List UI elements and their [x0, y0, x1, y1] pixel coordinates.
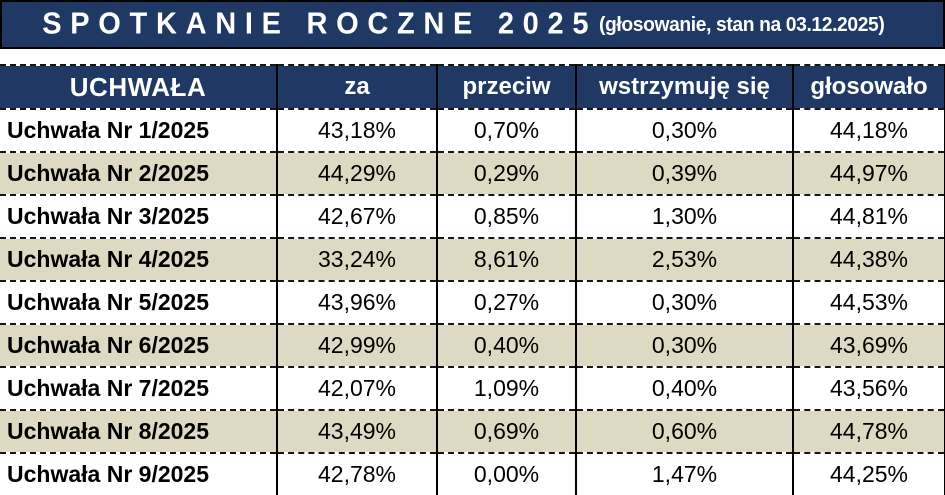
glosowalo-value: 43,56%	[792, 366, 945, 410]
spacer	[0, 49, 945, 64]
title-banner: SPOTKANIE ROCZNE 2025 (głosowanie, stan …	[0, 0, 945, 49]
table-row: Uchwała Nr 7/2025 42,07% 1,09% 0,40% 43,…	[0, 366, 945, 410]
table-row: Uchwała Nr 2/2025 44,29% 0,29% 0,39% 44,…	[0, 151, 945, 195]
table-row: Uchwała Nr 4/2025 33,24% 8,61% 2,53% 44,…	[0, 237, 945, 281]
wstrzymuje-value: 0,30%	[575, 323, 793, 367]
za-value: 42,78%	[276, 452, 437, 495]
table-row: Uchwała Nr 1/2025 43,18% 0,70% 0,30% 44,…	[0, 108, 945, 152]
wstrzymuje-value: 0,60%	[575, 409, 793, 453]
table-row: Uchwała Nr 8/2025 43,49% 0,69% 0,60% 44,…	[0, 409, 945, 453]
przeciw-value: 0,27%	[436, 280, 576, 324]
za-value: 33,24%	[276, 237, 437, 281]
przeciw-value: 8,61%	[436, 237, 576, 281]
za-value: 42,07%	[276, 366, 437, 410]
page-title-subtitle: (głosowanie, stan na 03.12.2025)	[599, 12, 885, 36]
glosowalo-value: 43,69%	[792, 323, 945, 367]
glosowalo-value: 44,18%	[792, 108, 945, 152]
za-value: 42,67%	[276, 194, 437, 238]
page-title: SPOTKANIE ROCZNE 2025	[42, 7, 598, 41]
table-row: Uchwała Nr 3/2025 42,67% 0,85% 1,30% 44,…	[0, 194, 945, 238]
glosowalo-value: 44,53%	[792, 280, 945, 324]
wstrzymuje-value: 1,30%	[575, 194, 793, 238]
przeciw-value: 0,69%	[436, 409, 576, 453]
resolution-label: Uchwała Nr 8/2025	[0, 409, 277, 453]
wstrzymuje-value: 1,47%	[575, 452, 793, 495]
glosowalo-value: 44,81%	[792, 194, 945, 238]
za-value: 44,29%	[276, 151, 437, 195]
za-value: 43,18%	[276, 108, 437, 152]
wstrzymuje-value: 0,40%	[575, 366, 793, 410]
table-row: Uchwała Nr 6/2025 42,99% 0,40% 0,30% 43,…	[0, 323, 945, 367]
za-value: 42,99%	[276, 323, 437, 367]
resolution-label: Uchwała Nr 4/2025	[0, 237, 277, 281]
przeciw-value: 0,85%	[436, 194, 576, 238]
glosowalo-value: 44,25%	[792, 452, 945, 495]
przeciw-value: 0,40%	[436, 323, 576, 367]
resolution-label: Uchwała Nr 7/2025	[0, 366, 277, 410]
wstrzymuje-value: 0,30%	[575, 280, 793, 324]
resolution-label: Uchwała Nr 2/2025	[0, 151, 277, 195]
resolution-label: Uchwała Nr 3/2025	[0, 194, 277, 238]
column-header-za: za	[276, 64, 437, 109]
column-header-uchwala: UCHWAŁA	[0, 64, 277, 109]
resolution-label: Uchwała Nr 6/2025	[0, 323, 277, 367]
column-header-przeciw: przeciw	[436, 64, 576, 109]
voting-results-table: UCHWAŁA za przeciw wstrzymuję się głosow…	[0, 64, 945, 495]
glosowalo-value: 44,38%	[792, 237, 945, 281]
przeciw-value: 0,70%	[436, 108, 576, 152]
table-row: Uchwała Nr 5/2025 43,96% 0,27% 0,30% 44,…	[0, 280, 945, 324]
column-header-wstrzymuje-sie: wstrzymuję się	[575, 64, 793, 109]
resolution-label: Uchwała Nr 1/2025	[0, 108, 277, 152]
glosowalo-value: 44,78%	[792, 409, 945, 453]
column-header-glosowalo: głosowało	[792, 64, 945, 109]
glosowalo-value: 44,97%	[792, 151, 945, 195]
za-value: 43,49%	[276, 409, 437, 453]
przeciw-value: 0,00%	[436, 452, 576, 495]
wstrzymuje-value: 2,53%	[575, 237, 793, 281]
przeciw-value: 1,09%	[436, 366, 576, 410]
table-row: Uchwała Nr 9/2025 42,78% 0,00% 1,47% 44,…	[0, 452, 945, 495]
za-value: 43,96%	[276, 280, 437, 324]
resolution-label: Uchwała Nr 5/2025	[0, 280, 277, 324]
wstrzymuje-value: 0,30%	[575, 108, 793, 152]
table-header-row: UCHWAŁA za przeciw wstrzymuję się głosow…	[0, 64, 945, 109]
wstrzymuje-value: 0,39%	[575, 151, 793, 195]
przeciw-value: 0,29%	[436, 151, 576, 195]
resolution-label: Uchwała Nr 9/2025	[0, 452, 277, 495]
